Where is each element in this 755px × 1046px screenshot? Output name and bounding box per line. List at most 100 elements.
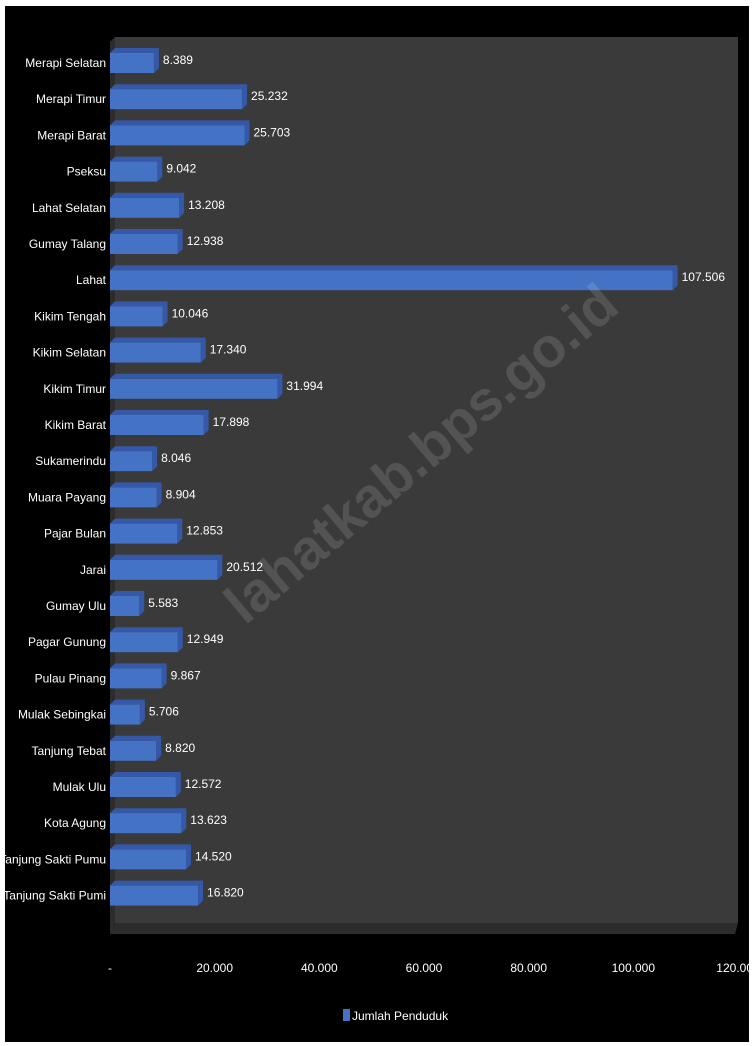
bar — [110, 306, 163, 327]
data-label: 12.853 — [186, 524, 223, 538]
bar-top-face — [110, 156, 163, 162]
legend-swatch — [343, 1009, 350, 1021]
data-label: 8.046 — [161, 451, 191, 465]
bar — [110, 704, 140, 725]
bar-top-face — [110, 446, 158, 452]
bar-top-face — [110, 48, 159, 53]
data-label: 9.042 — [166, 162, 196, 176]
bar — [110, 53, 154, 73]
x-tick-label: - — [108, 961, 112, 975]
data-label: 20.512 — [226, 560, 263, 574]
bar-top-face — [110, 84, 248, 90]
bar — [110, 487, 157, 508]
category-label: Jarai — [80, 563, 106, 577]
category-label: Merapi Selatan — [25, 56, 106, 70]
category-label: Pajar Bulan — [44, 527, 106, 541]
category-label: Kikim Barat — [45, 418, 107, 432]
bar — [110, 668, 162, 689]
data-label: 12.949 — [187, 632, 224, 646]
bar — [110, 342, 201, 363]
data-label: 9.867 — [171, 668, 201, 682]
bar — [110, 234, 178, 254]
category-label: Gumay Talang — [29, 237, 106, 251]
category-label: Kikim Selatan — [33, 346, 106, 360]
bar-top-face — [110, 192, 185, 198]
category-label: Lahat Selatan — [32, 201, 106, 215]
bar-top-face — [110, 699, 145, 705]
bar-top-face — [110, 337, 206, 343]
category-labels: Merapi Selatan Merapi Timur Merapi Barat Ps… — [5, 56, 107, 903]
category-label: Lahat — [76, 273, 107, 287]
data-label: 12.572 — [185, 777, 222, 791]
category-label: Merapi Barat — [37, 128, 106, 142]
bar-side-face — [177, 627, 183, 653]
data-label: 14.520 — [195, 849, 232, 863]
bar-top-face — [110, 120, 250, 126]
x-tick-label: 120.000 — [716, 961, 749, 975]
data-label: 5.583 — [148, 596, 178, 610]
chart-frame: Merapi Selatan Merapi Timur Merapi Barat Ps… — [5, 6, 749, 1042]
bar-side-face — [198, 880, 204, 906]
bar-side-face — [139, 699, 145, 725]
bar-side-face — [161, 663, 167, 689]
category-label: Gumay Ulu — [46, 599, 106, 613]
bar-side-face — [177, 229, 183, 254]
data-label: 12.938 — [187, 234, 224, 248]
data-label: 13.208 — [188, 198, 225, 212]
bar-side-face — [157, 156, 163, 182]
bar-side-face — [242, 84, 248, 110]
bar-top-face — [110, 518, 183, 524]
bar-side-face — [181, 808, 187, 834]
bar-side-face — [175, 772, 181, 797]
bars-group — [110, 48, 678, 906]
bar — [110, 197, 180, 218]
bar — [110, 849, 186, 870]
data-label: 17.340 — [210, 343, 247, 357]
data-label: 16.820 — [207, 886, 244, 900]
bar-side-face — [277, 373, 283, 399]
bar — [110, 378, 278, 399]
data-label: 8.904 — [166, 487, 196, 501]
bar-side-face — [217, 554, 223, 580]
bar — [110, 451, 153, 472]
x-tick-label: 100.000 — [612, 961, 656, 975]
bar — [110, 523, 178, 544]
bar-top-face — [110, 772, 181, 777]
bar-chart: Merapi Selatan Merapi Timur Merapi Barat Ps… — [5, 37, 749, 1023]
x-tick-label: 20.000 — [196, 961, 233, 975]
category-label: Tanjung Sakti Pumu — [5, 852, 106, 866]
bar-top-face — [110, 373, 283, 379]
bar-side-face — [152, 446, 158, 472]
bar-top-face — [110, 265, 678, 271]
bar-side-face — [162, 301, 168, 327]
x-tick-label: 80.000 — [510, 961, 547, 975]
bar — [110, 125, 245, 146]
data-label: 10.046 — [172, 306, 209, 320]
data-label: 13.623 — [190, 813, 227, 827]
bar-top-face — [110, 844, 191, 850]
bar-side-face — [200, 337, 206, 363]
back-wall — [115, 37, 738, 923]
bar-top-face — [110, 554, 223, 560]
data-label: 17.898 — [213, 415, 250, 429]
data-label: 107.506 — [682, 270, 726, 284]
bar-top-face — [110, 880, 204, 886]
category-label: Pseksu — [67, 165, 106, 179]
category-label: Kikim Timur — [43, 382, 106, 396]
category-label: Mulak Sebingkai — [18, 708, 106, 722]
bar-side-face — [139, 591, 145, 616]
bar-side-face — [177, 518, 183, 544]
bar — [110, 161, 158, 182]
data-label: 5.706 — [149, 705, 179, 719]
category-label: Kikim Tengah — [34, 309, 106, 323]
floor — [110, 923, 738, 934]
category-label: Sukamerindu — [35, 454, 106, 468]
legend-label: Jumlah Penduduk — [352, 1009, 449, 1023]
category-label: Mulak Ulu — [53, 780, 106, 794]
bar — [110, 777, 176, 797]
bar-top-face — [110, 410, 209, 415]
bar — [110, 632, 178, 653]
data-label: 25.232 — [251, 89, 288, 103]
value-labels: 8.389 25.232 25.703 9.042 13.208 12.938 107.50… — [148, 53, 725, 900]
data-label: 25.703 — [254, 125, 291, 139]
